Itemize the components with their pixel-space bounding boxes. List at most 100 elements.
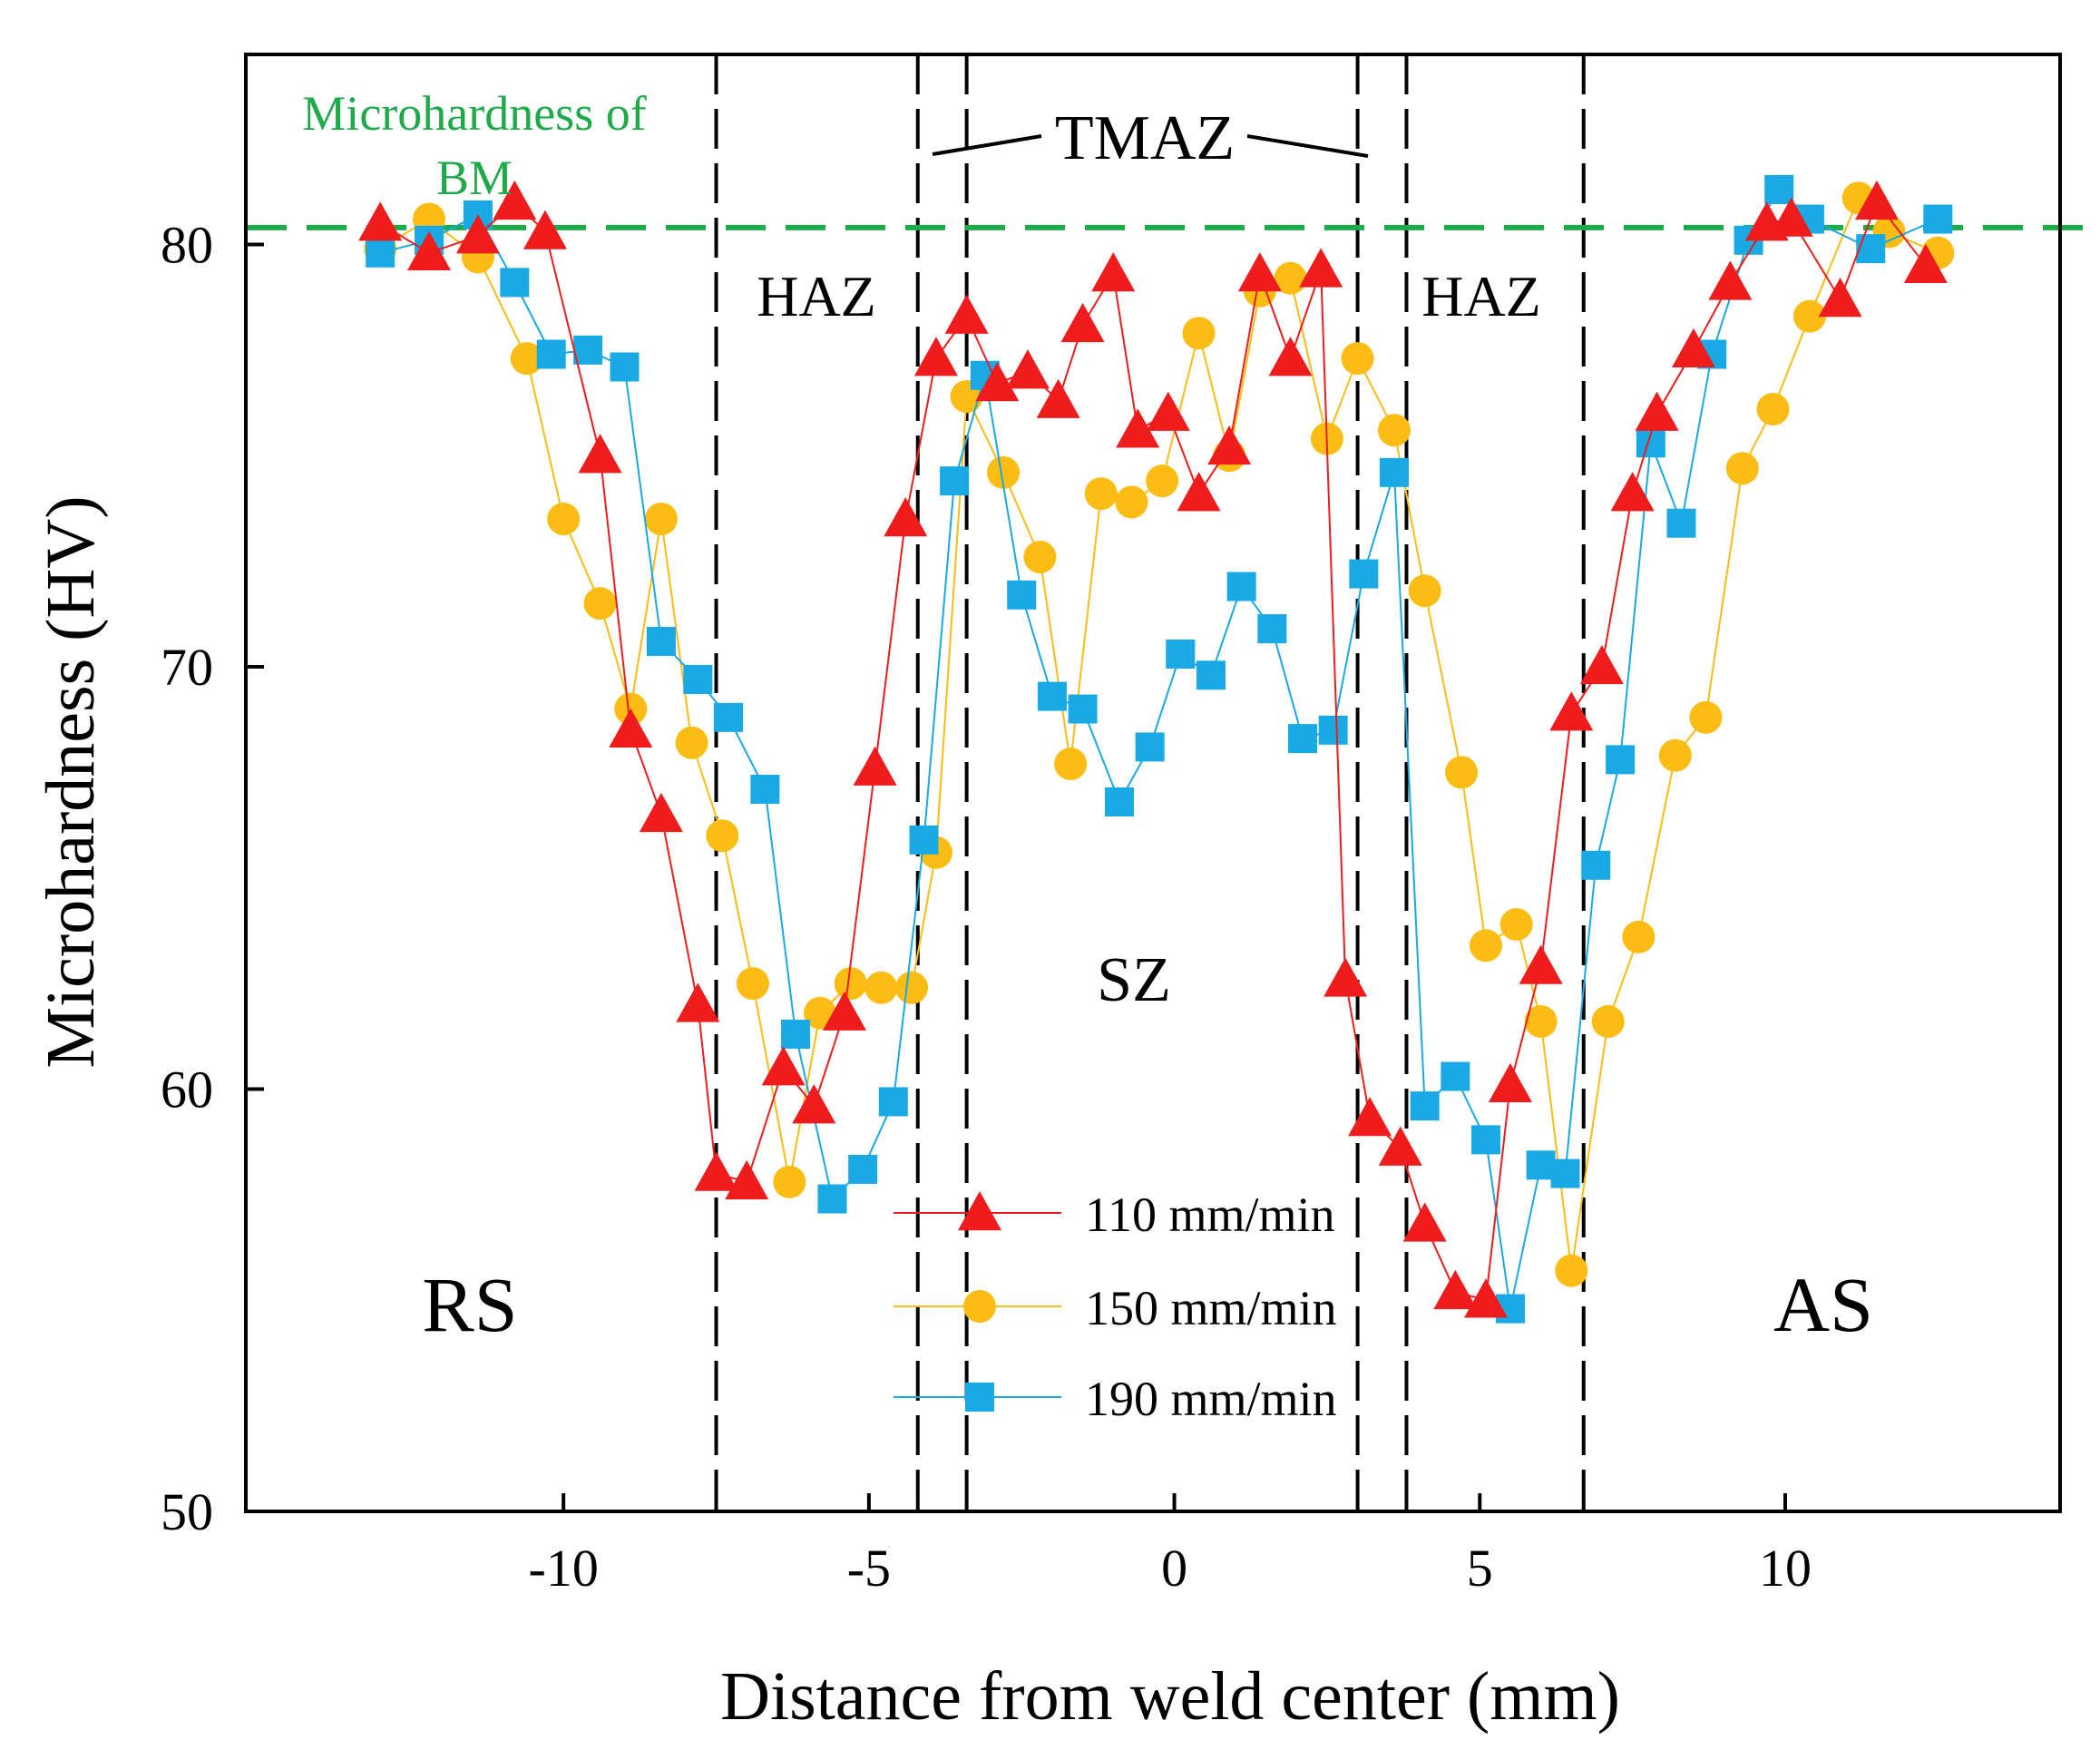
data-point: [1666, 508, 1696, 538]
data-point: [817, 1184, 847, 1214]
data-point: [878, 1087, 908, 1117]
data-point: [523, 210, 567, 249]
data-point: [1445, 756, 1479, 789]
data-point: [1341, 342, 1374, 376]
legend-marker: [958, 1191, 1001, 1231]
data-point: [1274, 261, 1307, 295]
data-point: [750, 774, 780, 804]
data-point: [1579, 644, 1624, 685]
data-point: [1591, 1005, 1625, 1039]
data-point: [1764, 174, 1794, 204]
data-point: [1135, 732, 1165, 762]
data-point: [1036, 378, 1080, 418]
data-point: [547, 503, 581, 536]
haz-right-label: HAZ: [1421, 264, 1541, 328]
data-point: [713, 702, 743, 732]
data-point: [358, 201, 403, 241]
data-point: [1323, 957, 1368, 997]
data-point: [848, 1154, 878, 1184]
data-point: [1524, 1005, 1558, 1039]
data-point: [1499, 907, 1533, 941]
series-190-mm-min: [366, 174, 1953, 1324]
legend-label: 150 mm/min: [1085, 1281, 1337, 1335]
sz-label: SZ: [1097, 945, 1171, 1015]
y-tick-label: 80: [161, 215, 213, 274]
data-point: [1299, 248, 1343, 288]
data-point: [1854, 180, 1899, 220]
data-point: [1166, 640, 1196, 670]
data-point: [500, 268, 530, 298]
data-point: [694, 1151, 738, 1191]
bm-label-line1: Microhardness of: [302, 86, 646, 141]
x-tick-label: -5: [847, 1539, 891, 1598]
tmaz-leader-right: [1246, 134, 1369, 158]
data-point: [1410, 1091, 1440, 1121]
data-point: [1007, 580, 1037, 610]
legend-marker: [965, 1383, 994, 1412]
haz-left-label: HAZ: [757, 264, 876, 328]
data-point: [1068, 694, 1098, 724]
data-point: [1402, 1202, 1447, 1242]
data-point: [510, 342, 543, 376]
data-point: [944, 294, 989, 334]
data-point: [1488, 1062, 1532, 1103]
data-point: [1104, 787, 1134, 816]
data-point: [1146, 464, 1179, 498]
data-point: [1182, 317, 1216, 350]
data-point: [853, 746, 897, 786]
data-point: [864, 971, 898, 1004]
data-point: [1581, 850, 1611, 880]
data-point: [1606, 745, 1636, 775]
data-point: [1377, 414, 1411, 447]
data-point: [675, 726, 708, 759]
x-tick-label: 5: [1467, 1539, 1493, 1598]
data-point: [610, 352, 640, 382]
x-tick-label: -10: [529, 1539, 599, 1598]
data-point: [706, 819, 739, 853]
data-point: [455, 214, 500, 254]
data-point: [1470, 929, 1503, 963]
data-point: [1689, 700, 1723, 734]
data-point: [940, 466, 970, 496]
data-point: [1519, 944, 1563, 984]
data-point: [683, 664, 713, 694]
data-point: [1084, 477, 1118, 511]
data-point: [1923, 204, 1953, 234]
data-point: [1856, 234, 1886, 264]
data-point: [1671, 327, 1715, 368]
data-point: [1196, 660, 1226, 690]
legend-label: 110 mm/min: [1085, 1188, 1335, 1242]
data-point: [1226, 572, 1256, 601]
data-point: [1257, 614, 1287, 644]
y-tick-label: 70: [161, 638, 213, 697]
data-point: [573, 335, 603, 365]
legend-item: 190 mm/min: [894, 1372, 1337, 1426]
data-point: [609, 708, 653, 748]
plot-frame: [244, 53, 2062, 1513]
data-point: [1769, 197, 1813, 237]
data-point: [1433, 1269, 1478, 1310]
data-point: [1060, 302, 1105, 343]
data-point: [1379, 457, 1409, 487]
data-point: [773, 1165, 806, 1198]
data-point: [792, 1084, 836, 1124]
x-axis-title: Distance from weld center (mm): [720, 1658, 1620, 1735]
data-point: [1756, 393, 1790, 426]
data-point: [1177, 472, 1221, 512]
tmaz-label: TMAZ: [1055, 103, 1235, 173]
data-point: [676, 982, 720, 1022]
data-point: [639, 792, 683, 833]
data-point: [761, 1046, 806, 1086]
data-point: [895, 971, 929, 1004]
data-point: [736, 967, 769, 1001]
data-point: [1818, 277, 1862, 318]
data-point: [1237, 252, 1282, 292]
data-point: [407, 230, 452, 270]
data-point: [1464, 1278, 1509, 1318]
y-axis-ticks: 50 60 70 80: [161, 215, 264, 1541]
data-point: [366, 238, 396, 268]
y-tick-label: 60: [161, 1060, 213, 1119]
data-point: [822, 991, 866, 1031]
data-series: [358, 174, 1955, 1324]
